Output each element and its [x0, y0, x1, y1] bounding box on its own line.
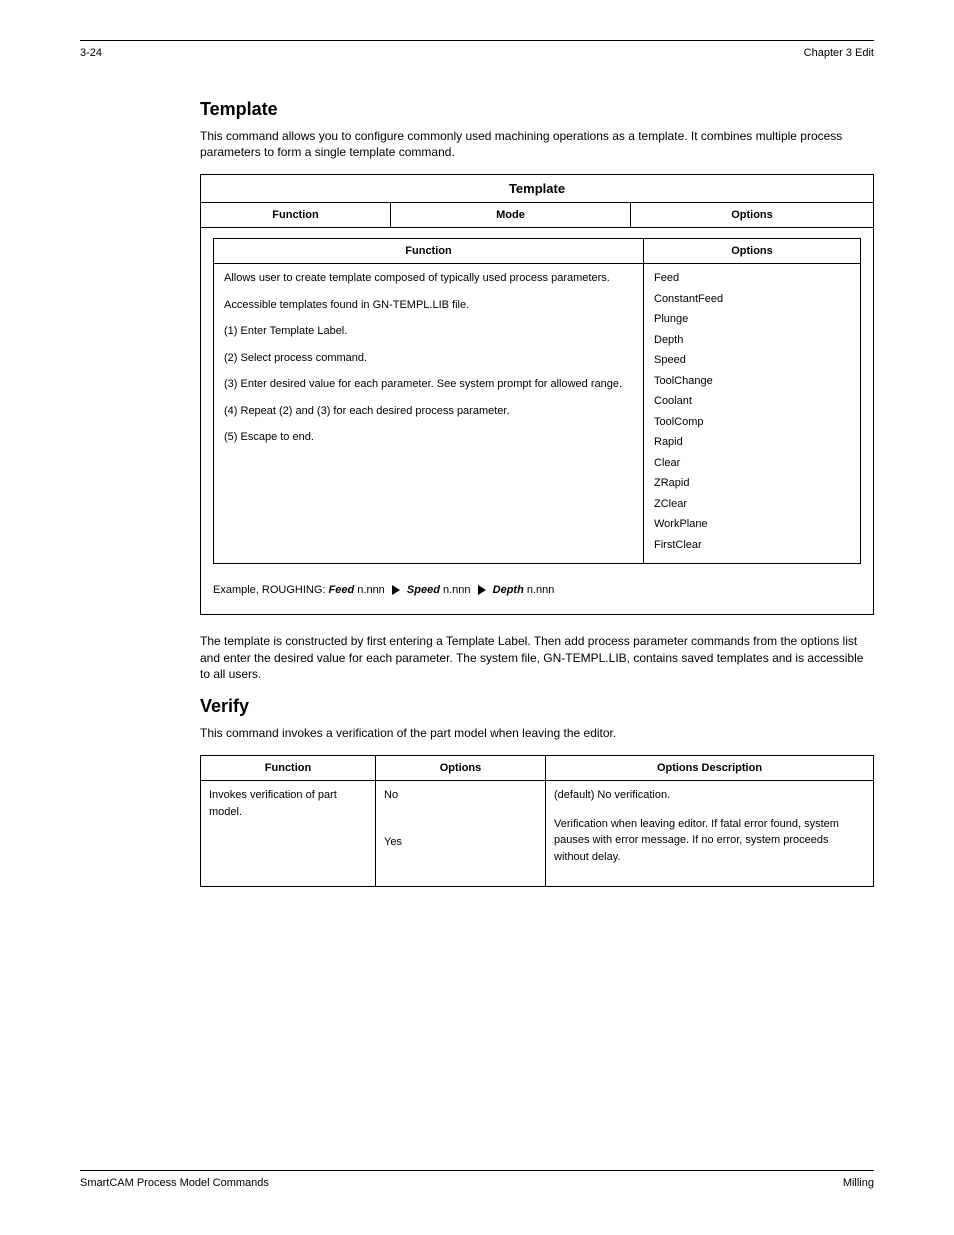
inner-option-item: Coolant: [654, 393, 850, 410]
inner-options-list: Feed ConstantFeed Plunge Depth Speed ToolChan…: [644, 264, 860, 563]
inner-function-text: Allows user to create template composed …: [214, 264, 644, 563]
verify-option: No: [384, 787, 537, 804]
verify-desc-line: Verification when leaving editor. If fat…: [554, 816, 865, 866]
inner-table: Function Options Allows user to create t…: [213, 238, 861, 564]
heading-template: Template: [200, 99, 874, 120]
inner-left-line: (3) Enter desired value for each paramet…: [224, 376, 633, 393]
v-col-desc: Options Description: [546, 756, 873, 780]
inner-option-item: ToolChange: [654, 373, 850, 390]
page-header: 3-24 Chapter 3 Edit: [80, 47, 874, 59]
inner-option-item: Plunge: [654, 311, 850, 328]
verify-body-row: Invokes verification of part model. No Ye…: [201, 781, 873, 886]
inner-option-item: Speed: [654, 352, 850, 369]
footer-left: SmartCAM Process Model Commands: [80, 1177, 269, 1189]
inner-option-item: ConstantFeed: [654, 291, 850, 308]
heading-verify: Verify: [200, 696, 874, 717]
template-table: Template Function Mode Options Function …: [200, 174, 874, 615]
inner-option-item: Feed: [654, 270, 850, 287]
inner-left-line: (4) Repeat (2) and (3) for each desired …: [224, 403, 633, 420]
verify-table: Function Options Options Description Inv…: [200, 755, 874, 887]
table-title: Template: [201, 175, 873, 203]
inner-left-line: Accessible templates found in GN-TEMPL.L…: [224, 297, 633, 314]
inner-left-line: (2) Select process command.: [224, 350, 633, 367]
example-keyword: Speed: [407, 584, 440, 596]
inner-option-item: Rapid: [654, 434, 850, 451]
example-keyword: Depth: [493, 584, 524, 596]
verify-desc-line: (default) No verification.: [554, 787, 865, 804]
v-col-options: Options: [376, 756, 546, 780]
inner-option-item: ToolComp: [654, 414, 850, 431]
inner-option-item: ZRapid: [654, 475, 850, 492]
example-keyword: Feed: [329, 584, 355, 596]
intro-template: This command allows you to configure com…: [200, 128, 874, 160]
verify-header-row: Function Options Options Description: [201, 756, 873, 781]
v-options: No Yes: [376, 781, 546, 886]
inner-option-item: ZClear: [654, 496, 850, 513]
v-function: Invokes verification of part model.: [201, 781, 376, 886]
inner-option-item: FirstClear: [654, 537, 850, 554]
col-mode: Mode: [391, 203, 631, 227]
chapter-title-top: Chapter 3 Edit: [804, 47, 874, 59]
inner-col-function: Function: [214, 239, 644, 263]
inner-col-options: Options: [644, 239, 860, 263]
verify-option: Yes: [384, 834, 537, 851]
inner-option-item: Depth: [654, 332, 850, 349]
inner-option-item: WorkPlane: [654, 516, 850, 533]
footer-right: Milling: [843, 1177, 874, 1189]
inner-left-line: (1) Enter Template Label.: [224, 323, 633, 340]
inner-option-item: Clear: [654, 455, 850, 472]
page-number-top: 3-24: [80, 47, 102, 59]
v-col-function: Function: [201, 756, 376, 780]
col-options: Options: [631, 203, 873, 227]
inner-left-line: (5) Escape to end.: [224, 429, 633, 446]
arrow-icon: [478, 585, 486, 595]
arrow-icon: [392, 585, 400, 595]
col-function: Function: [201, 203, 391, 227]
intro-verify: This command invokes a verification of t…: [200, 725, 874, 741]
page-footer: SmartCAM Process Model Commands Milling: [80, 1170, 874, 1189]
v-desc: (default) No verification. Verification w…: [546, 781, 873, 886]
example-row: Example, ROUGHING: Feed n.nnn Speed n.nn…: [201, 574, 566, 614]
template-paragraph: The template is constructed by first ent…: [200, 633, 874, 682]
table-header-row: Function Mode Options: [201, 203, 873, 228]
inner-left-line: Allows user to create template composed …: [224, 270, 633, 287]
